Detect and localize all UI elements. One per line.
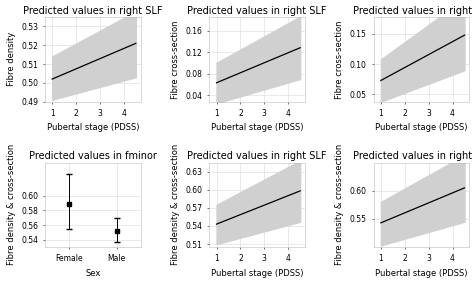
X-axis label: Pubertal stage (PDSS): Pubertal stage (PDSS)	[46, 123, 139, 132]
X-axis label: Pubertal stage (PDSS): Pubertal stage (PDSS)	[211, 123, 303, 132]
Y-axis label: Fibre density & cross-section: Fibre density & cross-section	[171, 144, 180, 266]
X-axis label: Sex: Sex	[85, 269, 100, 277]
X-axis label: Pubertal stage (PDSS): Pubertal stage (PDSS)	[375, 123, 468, 132]
Y-axis label: Fibre density & cross-section: Fibre density & cross-section	[335, 144, 344, 266]
Title: Predicted values in right ILF: Predicted values in right ILF	[353, 151, 474, 161]
Y-axis label: Fibre cross-section: Fibre cross-section	[335, 20, 344, 99]
X-axis label: Pubertal stage (PDSS): Pubertal stage (PDSS)	[375, 269, 468, 277]
X-axis label: Pubertal stage (PDSS): Pubertal stage (PDSS)	[211, 269, 303, 277]
Title: Predicted values in right SLF: Predicted values in right SLF	[187, 6, 327, 16]
Title: Predicted values in right SLF: Predicted values in right SLF	[23, 6, 163, 16]
Title: Predicted values in right SLF: Predicted values in right SLF	[187, 151, 327, 161]
Title: Predicted values in fminor: Predicted values in fminor	[29, 151, 157, 161]
Y-axis label: Fibre density: Fibre density	[7, 32, 16, 86]
Title: Predicted values in right ILF: Predicted values in right ILF	[353, 6, 474, 16]
Y-axis label: Fibre cross-section: Fibre cross-section	[171, 20, 180, 99]
Y-axis label: Fibre density & cross-section: Fibre density & cross-section	[7, 144, 16, 266]
